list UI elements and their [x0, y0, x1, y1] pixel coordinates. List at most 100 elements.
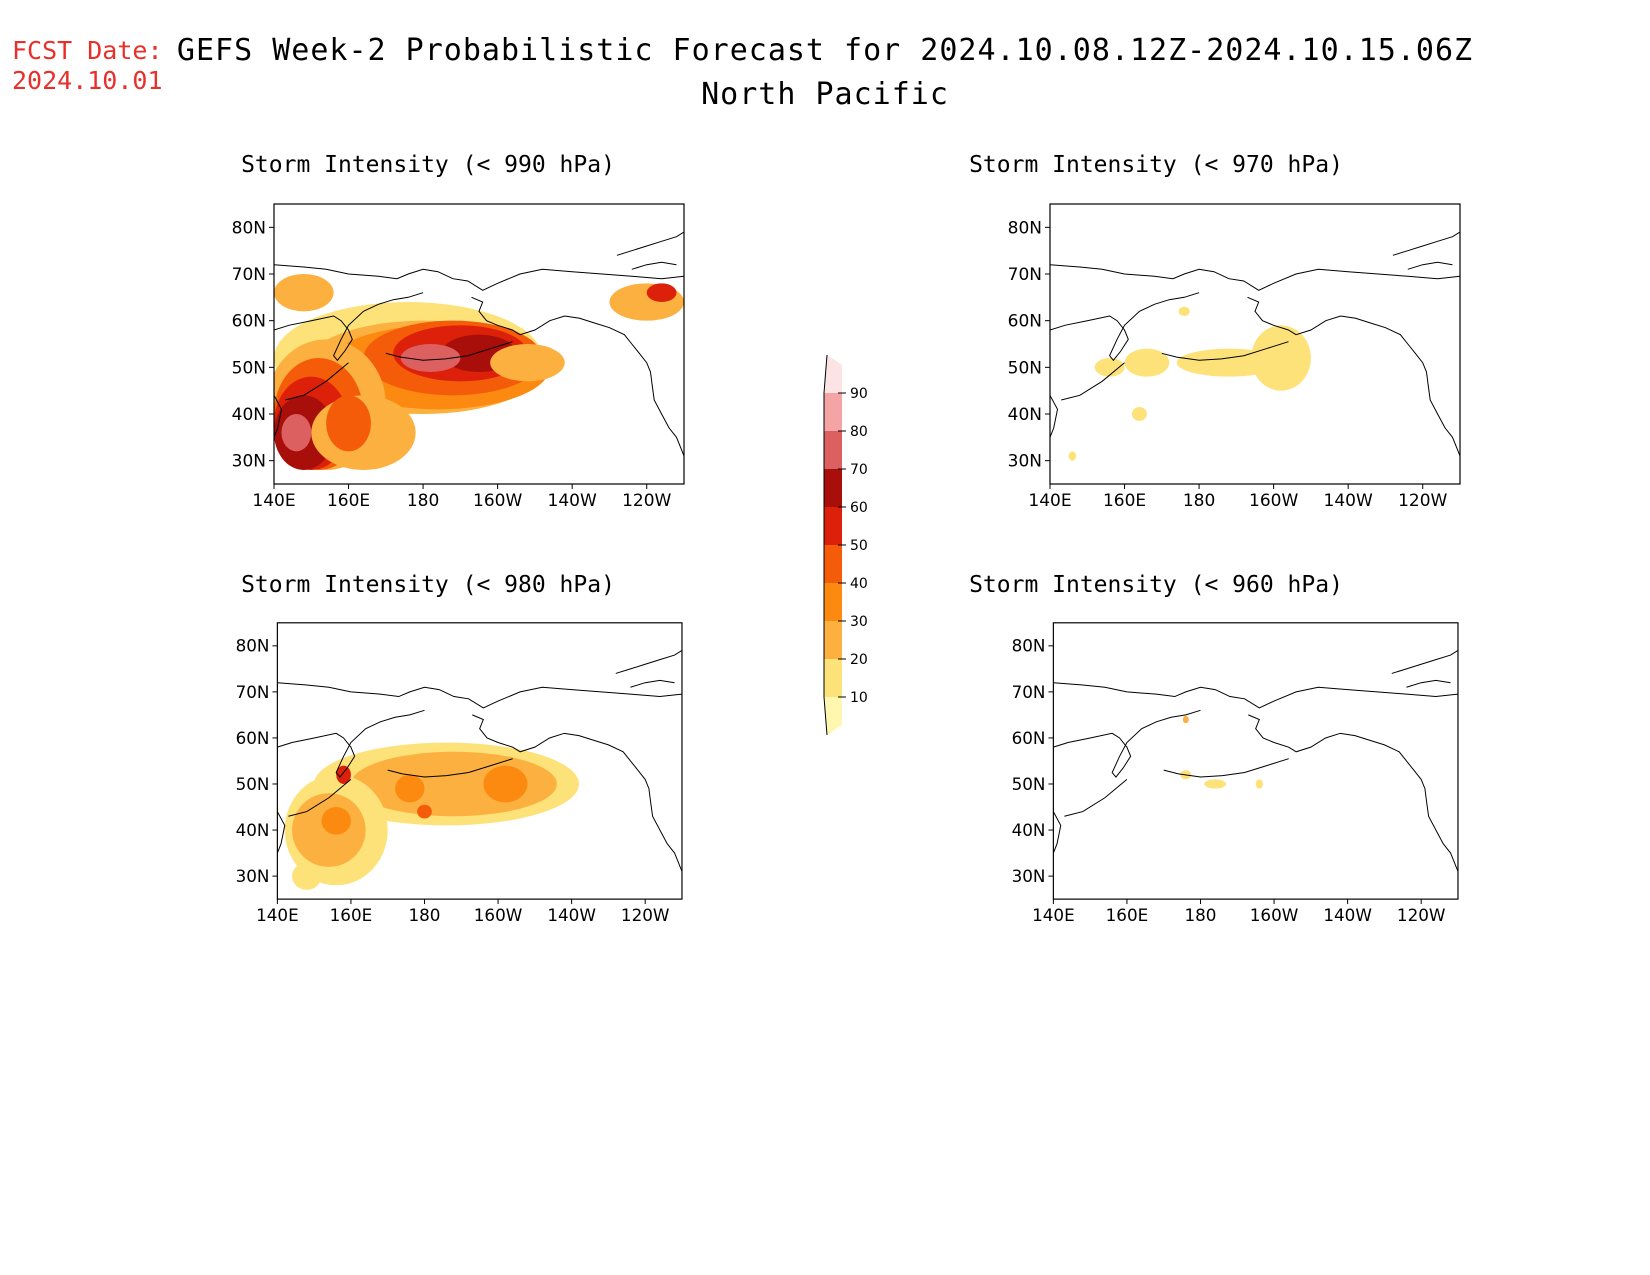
lat-tick-label: 60N — [1008, 312, 1042, 332]
lat-tick-label: 50N — [236, 774, 270, 794]
lon-tick-label: 160E — [327, 491, 370, 511]
coastline — [1392, 231, 1460, 256]
lon-tick-label: 120W — [1398, 491, 1447, 511]
map-frame — [273, 203, 685, 485]
probability-area — [292, 862, 322, 890]
probability-area — [336, 765, 351, 784]
probability-area — [490, 344, 565, 382]
coastline — [471, 296, 684, 457]
probability-area — [1255, 779, 1264, 789]
coastline — [285, 362, 349, 401]
map-frame — [1052, 622, 1459, 900]
colorbar-segment — [824, 545, 842, 583]
panel-title-990: Storm Intensity (< 990 hPa) — [241, 152, 615, 178]
probability-area — [1182, 715, 1189, 724]
lon-tick-label: 160E — [1103, 491, 1146, 511]
lon-tick-label: 180 — [408, 905, 440, 925]
colorbar-segment — [824, 659, 842, 697]
colorbar-label: 60 — [850, 500, 868, 516]
probability-area — [1178, 306, 1190, 316]
coastline — [277, 709, 425, 778]
colorbar-label: 20 — [850, 652, 868, 668]
coastline — [1161, 341, 1289, 361]
probability-area — [1124, 348, 1170, 377]
lat-tick-label: 70N — [1008, 265, 1042, 285]
lat-tick-label: 40N — [232, 405, 266, 425]
colorbar-segment — [824, 469, 842, 507]
probability-area — [400, 344, 461, 372]
colorbar-segment — [824, 507, 842, 545]
coastline — [1050, 264, 1460, 291]
coastline — [277, 811, 286, 854]
lon-tick-label: 140W — [1324, 491, 1373, 511]
lon-tick-label: 180 — [407, 491, 439, 511]
lat-tick-label: 80N — [1012, 636, 1046, 656]
colorbar-segment — [824, 621, 842, 659]
lon-tick-label: 120W — [1397, 905, 1446, 925]
probability-area — [395, 774, 425, 803]
probability-area — [281, 414, 312, 452]
lat-tick-label: 50N — [232, 358, 266, 378]
colorbar-segment — [824, 583, 842, 621]
probability-area — [1068, 451, 1077, 461]
region-subtitle: North Pacific — [701, 77, 949, 112]
lat-tick-label: 80N — [1008, 218, 1042, 238]
lat-tick-label: 30N — [1012, 866, 1046, 886]
colorbar-label: 30 — [850, 614, 868, 630]
coastline — [1248, 714, 1458, 872]
colorbar-segment — [824, 431, 842, 469]
map-panel-960: 140E 160E 180 160W 140W 120W 30N 40N 50N 60N 70N 80… — [1012, 622, 1459, 925]
coastline — [1053, 682, 1458, 709]
coastline — [1064, 779, 1128, 817]
colorbar-label: 10 — [850, 690, 868, 706]
coastline — [1050, 292, 1200, 362]
colorbar-segment — [824, 355, 842, 393]
colorbar-label: 50 — [850, 538, 868, 554]
coastline — [274, 395, 283, 438]
coastline — [274, 292, 424, 362]
coastline — [385, 341, 513, 361]
lon-tick-label: 160W — [474, 905, 523, 925]
probability-colorbar: 10 20 30 40 50 60 70 80 90 — [823, 354, 868, 736]
panel-title-980: Storm Intensity (< 980 hPa) — [241, 572, 615, 598]
colorbar-label: 70 — [850, 462, 868, 478]
lat-tick-label: 40N — [1012, 820, 1046, 840]
probability-area — [1094, 358, 1125, 377]
lon-tick-label: 120W — [621, 905, 670, 925]
map-frame — [1049, 203, 1461, 485]
lat-tick-label: 30N — [236, 866, 270, 886]
probability-area — [417, 804, 432, 819]
lon-tick-label: 160E — [330, 905, 373, 925]
probability-area — [1269, 325, 1293, 344]
probability-area — [1204, 779, 1227, 789]
lon-tick-label: 180 — [1183, 491, 1215, 511]
lat-tick-label: 40N — [1008, 405, 1042, 425]
colorbar-label: 90 — [850, 386, 868, 402]
probability-area — [321, 807, 351, 835]
lat-tick-label: 50N — [1012, 774, 1046, 794]
panel-title-970: Storm Intensity (< 970 hPa) — [969, 152, 1343, 178]
lon-tick-label: 140W — [1323, 905, 1372, 925]
probability-area — [326, 395, 371, 452]
fcst-date-value: 2024.10.01 — [12, 66, 163, 95]
lat-tick-label: 60N — [232, 312, 266, 332]
probability-area — [1176, 348, 1282, 377]
lon-tick-label: 140W — [548, 491, 597, 511]
coastline — [1053, 709, 1201, 778]
lon-tick-label: 160W — [1250, 905, 1299, 925]
lat-tick-label: 30N — [1008, 452, 1042, 472]
lat-tick-label: 70N — [1012, 682, 1046, 702]
coastline — [277, 682, 682, 709]
coastline — [615, 650, 682, 674]
coastline — [1391, 650, 1458, 674]
lon-tick-label: 140E — [1028, 491, 1071, 511]
map-panel-980: 140E 160E 180 160W 140W 120W 30N 40N 50N 60N 70N 80… — [236, 622, 683, 925]
colorbar-label: 40 — [850, 576, 868, 592]
panel-title-960: Storm Intensity (< 960 hPa) — [969, 572, 1343, 598]
probability-area — [1251, 325, 1311, 391]
lat-tick-label: 70N — [232, 265, 266, 285]
lon-tick-label: 160E — [1106, 905, 1149, 925]
coastline — [1163, 758, 1289, 778]
lat-tick-label: 60N — [236, 728, 270, 748]
lon-tick-label: 140E — [256, 905, 299, 925]
